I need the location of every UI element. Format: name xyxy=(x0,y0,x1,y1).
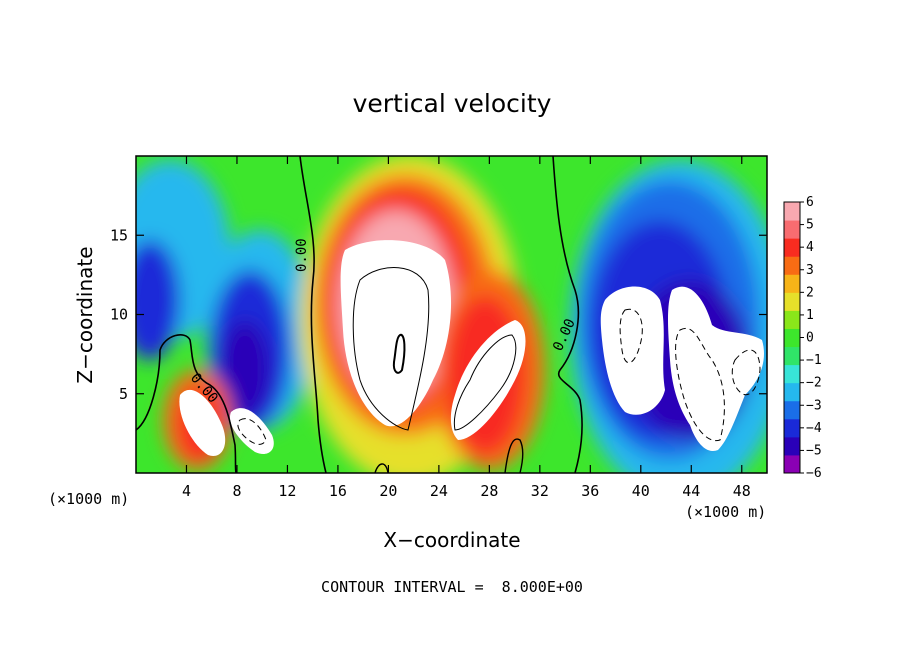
contour-interval-label: CONTOUR INTERVAL = 8.000E+00 xyxy=(321,578,583,596)
core-right-down-1 xyxy=(600,286,665,415)
contour-label-1: 0.00 xyxy=(294,238,310,272)
x-tick-label-8: 36 xyxy=(581,482,599,500)
colorbar-segment-1 xyxy=(784,436,800,456)
colorbar-tick-label-11: −5 xyxy=(806,443,822,458)
x-tick-label-3: 16 xyxy=(329,482,347,500)
positive-contour-center-inner xyxy=(392,333,406,374)
colorbar-segment-2 xyxy=(784,418,800,438)
blob-left-dark xyxy=(136,240,180,360)
colorbar-tick-label-6: 0 xyxy=(806,331,814,346)
x-tick-label-9: 40 xyxy=(632,482,650,500)
contour-lines xyxy=(136,156,761,473)
colorbar-segment-6 xyxy=(784,346,800,366)
colorbar-segment-7 xyxy=(784,328,800,348)
colorbar-segment-13 xyxy=(784,220,800,239)
x-tick-label-7: 32 xyxy=(531,482,549,500)
positive-contour-center xyxy=(352,267,430,431)
x-tick-label-4: 20 xyxy=(379,482,397,500)
x-tick-label-0: 4 xyxy=(182,482,191,500)
x-tick-label-1: 8 xyxy=(232,482,241,500)
x-tick-label-11: 48 xyxy=(733,482,751,500)
colorbar-segment-5 xyxy=(784,364,800,384)
y-axis-ticks: 5 10 15 xyxy=(110,226,767,403)
zero-contour-5 xyxy=(374,463,389,473)
negative-contour-4 xyxy=(237,418,267,445)
heatmap-field xyxy=(136,156,767,473)
core-right-down-2 xyxy=(668,286,765,451)
colorbar-segment-9 xyxy=(784,292,800,311)
y-tick-label-0: 5 xyxy=(119,385,128,403)
colorbar-tick-label-1: 5 xyxy=(806,218,814,233)
zero-contour-4 xyxy=(504,438,524,473)
zero-contour-1 xyxy=(299,156,327,473)
blob-left2-purple xyxy=(220,320,270,420)
negative-contour-2 xyxy=(675,327,725,442)
core-right-up xyxy=(450,320,526,440)
colorbar-segment-4 xyxy=(784,382,800,402)
x-unit-label-right: (×1000 m) xyxy=(685,503,766,521)
y-tick-label-2: 15 xyxy=(110,226,128,244)
x-unit-label-left: (×1000 m) xyxy=(48,490,129,508)
colorbar-segment-11 xyxy=(784,256,800,275)
x-tick-label-2: 12 xyxy=(278,482,296,500)
colorbar-segment-12 xyxy=(784,238,800,257)
positive-contour-right xyxy=(453,334,517,431)
zero-contour-2 xyxy=(552,156,583,473)
colorbar-tick-label-7: −1 xyxy=(806,353,822,368)
y-tick-label-1: 10 xyxy=(110,306,128,324)
colorbar-segment-8 xyxy=(784,310,800,329)
colorbar-tick-label-9: −3 xyxy=(806,398,822,413)
chart-title: vertical velocity xyxy=(353,89,552,118)
colorbar: 6 5 4 3 2 1 0 −1 −2 −3 −4 −5 −6 xyxy=(783,195,822,481)
colorbar-segment-10 xyxy=(784,274,800,293)
y-axis-label: Z−coordinate xyxy=(73,246,97,383)
colorbar-tick-label-8: −2 xyxy=(806,376,822,391)
x-axis-label: X−coordinate xyxy=(383,528,520,552)
core-center xyxy=(340,240,452,427)
x-axis-ticks: 4 8 12 16 20 24 28 32 36 40 44 48 xyxy=(182,156,751,500)
x-tick-label-6: 28 xyxy=(480,482,498,500)
x-tick-label-5: 24 xyxy=(430,482,448,500)
colorbar-tick-label-5: 1 xyxy=(806,308,814,323)
negative-contour-3 xyxy=(731,349,761,396)
colorbar-segment-14 xyxy=(784,202,800,221)
colorbar-tick-label-0: 6 xyxy=(806,195,814,210)
colorbar-tick-label-3: 3 xyxy=(806,263,814,278)
colorbar-segment-3 xyxy=(784,400,800,420)
saturated-cores xyxy=(179,240,765,456)
colorbar-tick-label-4: 2 xyxy=(806,285,814,300)
colorbar-tick-label-10: −4 xyxy=(806,421,822,436)
colorbar-tick-label-2: 4 xyxy=(806,240,814,255)
zero-contour-3 xyxy=(136,334,237,473)
colorbar-tick-label-12: −6 xyxy=(806,466,822,481)
colorbar-segment-0 xyxy=(784,454,800,474)
core-small-up xyxy=(179,389,226,456)
x-tick-label-10: 44 xyxy=(682,482,700,500)
